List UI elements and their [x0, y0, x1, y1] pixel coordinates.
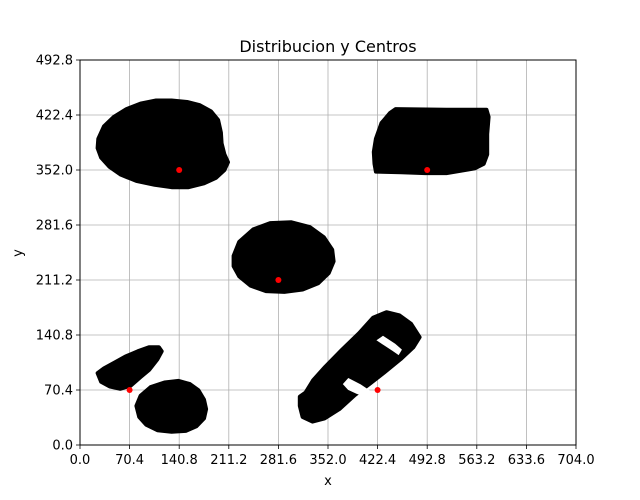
y-axis-label: y — [11, 249, 26, 257]
center-point — [126, 387, 133, 393]
y-tick-label: 0.0 — [52, 439, 73, 454]
blob-middle — [231, 220, 336, 294]
x-tick-label: 140.8 — [161, 453, 198, 468]
y-tick-label: 281.6 — [36, 219, 73, 234]
blob-top-left — [95, 98, 230, 190]
x-tick-label: 492.8 — [409, 453, 446, 468]
blob-regions — [95, 98, 491, 434]
y-tick-label: 140.8 — [36, 329, 73, 344]
y-tick-label: 492.8 — [36, 54, 73, 69]
y-tick-label: 422.4 — [36, 109, 73, 124]
hole-a — [376, 335, 402, 356]
blob-bottom-left-upper — [95, 345, 164, 391]
x-tick-label: 633.6 — [508, 453, 545, 468]
x-tick-label: 0.0 — [70, 453, 91, 468]
center-point — [424, 167, 431, 173]
x-tick-label: 563.2 — [458, 453, 495, 468]
blob-top-right — [371, 107, 491, 176]
x-tick-label: 422.4 — [359, 453, 396, 468]
center-point — [374, 387, 381, 393]
blob-bottom-right — [297, 310, 422, 424]
y-tick-label: 352.0 — [36, 164, 73, 179]
y-tick-label: 211.2 — [36, 274, 73, 289]
axis-ticks: 0.0 70.4 140.8 211.2 281.6 352.0 422.4 492.8 563… — [36, 54, 595, 469]
x-tick-label: 704.0 — [557, 453, 594, 468]
center-point — [275, 277, 282, 283]
y-tick-label: 70.4 — [44, 384, 73, 399]
chart-title: Distribucion y Centros — [239, 37, 416, 56]
x-axis-label: x — [324, 474, 332, 489]
blob-bottom-left-lower — [134, 378, 209, 434]
center-points — [126, 167, 431, 393]
x-tick-label: 70.4 — [115, 453, 144, 468]
hole-b — [342, 377, 372, 398]
x-tick-label: 281.6 — [260, 453, 297, 468]
x-tick-label: 211.2 — [210, 453, 247, 468]
center-point — [176, 167, 183, 173]
x-tick-label: 352.0 — [309, 453, 346, 468]
